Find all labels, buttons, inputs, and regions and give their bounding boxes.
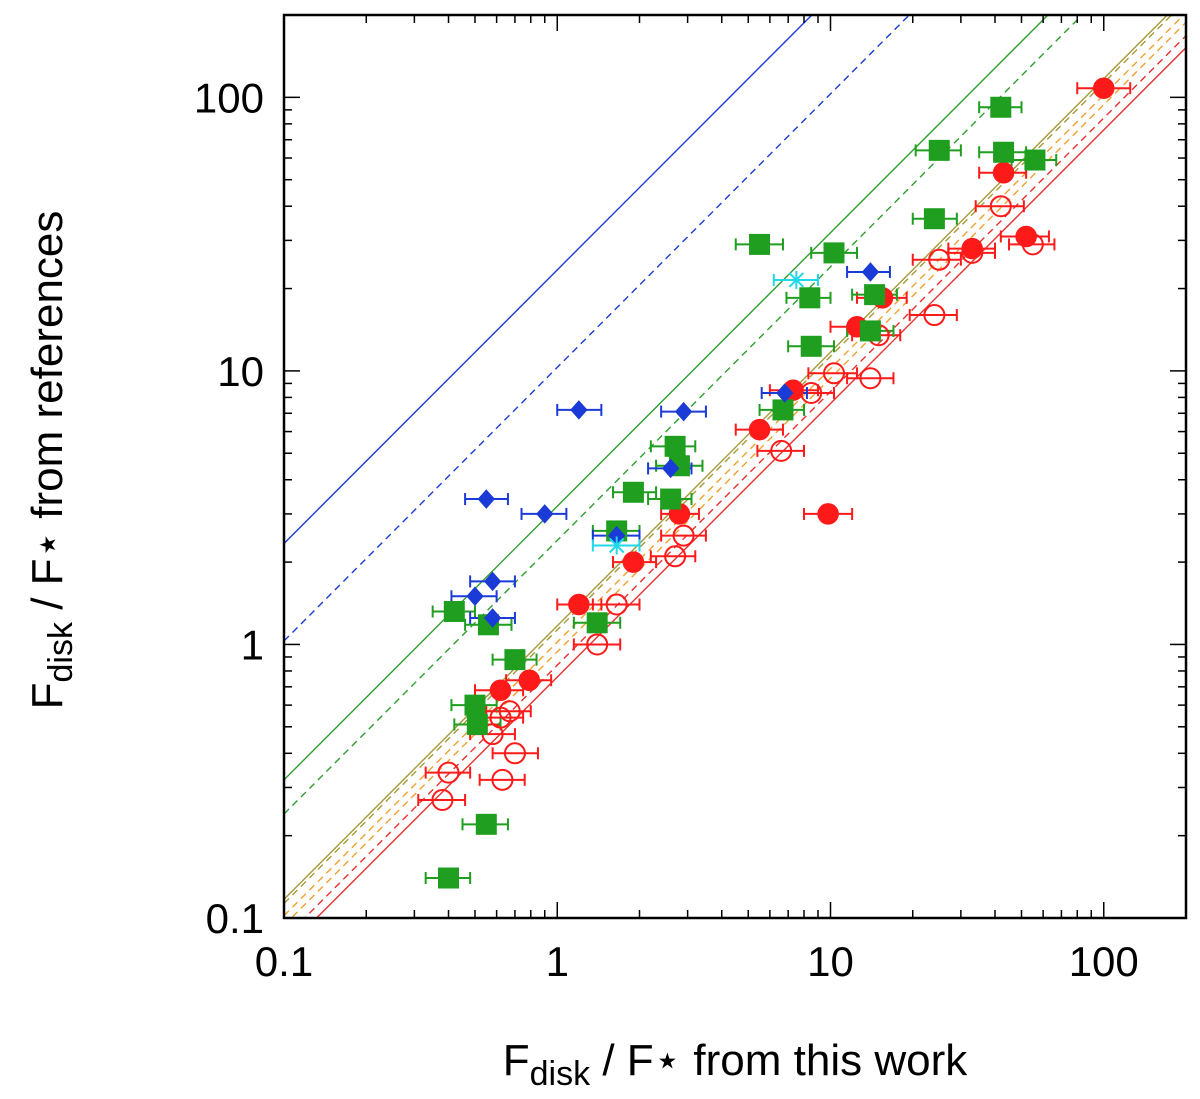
data-point-green-squares xyxy=(464,694,486,716)
data-point-red-open-circles xyxy=(431,789,454,811)
data-point-red-open-circles xyxy=(586,633,609,656)
data-point-red-filled-circles xyxy=(518,669,541,691)
data-point-green-squares xyxy=(928,139,950,161)
data-point-green-squares xyxy=(749,233,771,255)
y-tick-label: 100 xyxy=(194,74,264,121)
data-point-red-filled-circles xyxy=(817,503,839,525)
data-point-red-open-circles xyxy=(437,761,460,784)
data-point-red-open-circles xyxy=(989,195,1012,218)
data-point-red-open-circles xyxy=(605,593,628,616)
data-point-red-open-circles xyxy=(800,382,823,405)
data-point-red-open-circles xyxy=(928,248,951,271)
reference-line-blue-dashed xyxy=(284,15,911,642)
y-tick-label: 1 xyxy=(241,621,264,668)
data-point-green-squares xyxy=(993,141,1015,163)
error-bar xyxy=(911,253,962,266)
reference-line-olive-solid xyxy=(284,15,1169,900)
x-axis-label: Fdisk / F⋆ from this work xyxy=(503,1036,968,1093)
data-point-red-filled-circles xyxy=(1092,77,1115,99)
y-axis-label: Fdisk / F⋆ from references xyxy=(23,211,80,710)
reference-line-orange-dashed-1 xyxy=(284,15,1185,917)
plot-frame xyxy=(282,13,1188,920)
data-point-green-squares xyxy=(772,399,794,421)
error-bar xyxy=(756,444,806,457)
data-point-red-open-circles xyxy=(503,742,526,765)
x-tick-label: 10 xyxy=(807,938,854,985)
data-point-green-squares xyxy=(864,284,886,306)
data-point-green-squares xyxy=(1024,149,1046,171)
data-point-blue-diamonds xyxy=(483,571,502,592)
error-bars xyxy=(417,82,1132,885)
data-point-green-squares xyxy=(475,813,497,835)
data-point-green-squares xyxy=(466,713,488,735)
reference-line-orange-dashed-2 xyxy=(290,21,1186,918)
data-point-red-open-circles xyxy=(1021,233,1044,256)
error-bar xyxy=(974,200,1025,213)
error-bar xyxy=(491,747,539,760)
data-point-red-open-circles xyxy=(672,524,695,547)
data-point-red-open-circles xyxy=(923,304,946,327)
data-point-red-open-circles xyxy=(664,545,687,568)
error-bar xyxy=(649,550,697,563)
data-point-green-squares xyxy=(438,867,460,889)
data-point-red-open-circles xyxy=(770,439,793,462)
data-point-green-squares xyxy=(622,481,644,503)
reference-line-red-dashed xyxy=(303,35,1186,918)
reference-line-olive-dashed xyxy=(284,15,1173,904)
data-point-blue-diamonds xyxy=(466,586,484,607)
data-point-cyan-stars xyxy=(607,536,626,555)
error-bar xyxy=(478,773,526,786)
data-point-red-filled-circles xyxy=(622,551,645,573)
data-point-green-squares xyxy=(800,335,822,357)
data-point-green-squares xyxy=(859,320,881,342)
axis-ticks: 0.1 1 10 100 0.1 1 10 100 xyxy=(194,14,1187,985)
data-point-blue-diamonds xyxy=(536,504,554,524)
reference-line-green-dashed xyxy=(284,15,1084,815)
data-point-green-squares xyxy=(664,435,686,457)
x-tick-label: 1 xyxy=(546,938,569,985)
reference-line-red-solid xyxy=(315,47,1186,918)
data-point-green-squares xyxy=(586,612,608,634)
reference-lines xyxy=(284,15,1186,918)
y-tick-label: 10 xyxy=(217,348,264,395)
data-point-green-squares xyxy=(923,208,945,230)
x-tick-label: 100 xyxy=(1069,938,1139,985)
error-bar xyxy=(846,372,895,385)
data-point-green-squares xyxy=(660,488,682,510)
data-point-blue-diamonds xyxy=(477,489,495,509)
y-tick-label: 0.1 xyxy=(206,895,264,942)
data-point-red-open-circles xyxy=(859,367,882,390)
error-bar xyxy=(908,309,958,322)
data-point-green-squares xyxy=(799,287,821,309)
data-point-blue-diamonds xyxy=(661,458,680,479)
error-bar xyxy=(424,766,472,779)
data-point-red-filled-circles xyxy=(568,593,590,616)
data-point-red-filled-circles xyxy=(748,418,771,441)
data-point-cyan-stars xyxy=(787,270,806,289)
reference-line-green-solid xyxy=(284,15,1049,781)
error-bar xyxy=(417,794,467,806)
data-point-red-filled-circles xyxy=(992,162,1015,184)
data-point-red-open-circles xyxy=(823,362,846,385)
data-point-green-squares xyxy=(504,649,526,671)
data-point-green-squares xyxy=(823,242,845,264)
x-tick-label: 0.1 xyxy=(255,938,313,985)
data-point-red-open-circles xyxy=(961,241,984,264)
error-bar xyxy=(572,638,622,651)
data-point-blue-diamonds xyxy=(483,608,502,628)
error-bar xyxy=(591,598,641,611)
data-point-blue-diamonds xyxy=(776,383,794,403)
error-bar xyxy=(660,529,707,542)
reference-line-blue-solid xyxy=(284,15,813,544)
data-point-blue-diamonds xyxy=(570,400,588,420)
data-point-blue-diamonds xyxy=(674,401,693,422)
data-point-green-squares xyxy=(443,600,465,622)
data-point-blue-diamonds xyxy=(861,262,880,282)
data-point-red-filled-circles xyxy=(489,679,512,702)
data-markers xyxy=(431,77,1115,889)
data-point-green-squares xyxy=(990,96,1012,118)
data-point-red-open-circles xyxy=(491,768,514,791)
